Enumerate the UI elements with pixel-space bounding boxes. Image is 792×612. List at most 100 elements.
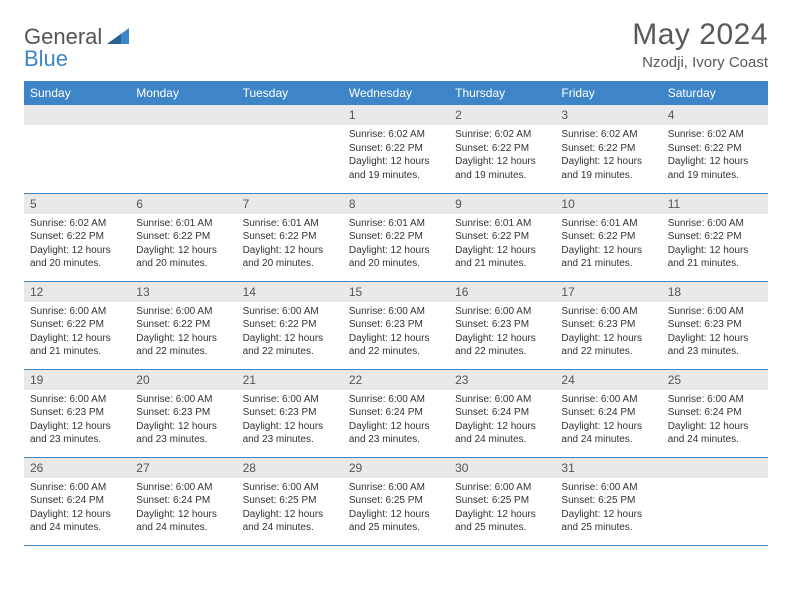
day-number: 13 [130, 282, 236, 302]
day-details: Sunrise: 6:02 AMSunset: 6:22 PMDaylight:… [449, 125, 555, 186]
day-details: Sunrise: 6:01 AMSunset: 6:22 PMDaylight:… [555, 214, 661, 275]
day-number: 6 [130, 194, 236, 214]
day-details: Sunrise: 6:02 AMSunset: 6:22 PMDaylight:… [662, 125, 768, 186]
day-number: 24 [555, 370, 661, 390]
weekday-header-row: SundayMondayTuesdayWednesdayThursdayFrid… [24, 81, 768, 105]
weekday-header: Sunday [24, 81, 130, 105]
day-number: 18 [662, 282, 768, 302]
weekday-header: Saturday [662, 81, 768, 105]
day-number: 31 [555, 458, 661, 478]
calendar-day-cell: 19Sunrise: 6:00 AMSunset: 6:23 PMDayligh… [24, 369, 130, 457]
day-details: Sunrise: 6:00 AMSunset: 6:23 PMDaylight:… [555, 302, 661, 363]
day-details: Sunrise: 6:00 AMSunset: 6:25 PMDaylight:… [237, 478, 343, 539]
calendar-day-cell: 17Sunrise: 6:00 AMSunset: 6:23 PMDayligh… [555, 281, 661, 369]
calendar-body: 1Sunrise: 6:02 AMSunset: 6:22 PMDaylight… [24, 105, 768, 545]
day-details: Sunrise: 6:00 AMSunset: 6:23 PMDaylight:… [662, 302, 768, 363]
day-number: 17 [555, 282, 661, 302]
weekday-header: Monday [130, 81, 236, 105]
day-number: 10 [555, 194, 661, 214]
day-number: 12 [24, 282, 130, 302]
calendar-day-cell: 21Sunrise: 6:00 AMSunset: 6:23 PMDayligh… [237, 369, 343, 457]
calendar-day-cell: 18Sunrise: 6:00 AMSunset: 6:23 PMDayligh… [662, 281, 768, 369]
day-details: Sunrise: 6:01 AMSunset: 6:22 PMDaylight:… [343, 214, 449, 275]
day-number: 9 [449, 194, 555, 214]
day-number: 26 [24, 458, 130, 478]
calendar-day-cell: 1Sunrise: 6:02 AMSunset: 6:22 PMDaylight… [343, 105, 449, 193]
calendar-day-cell: 23Sunrise: 6:00 AMSunset: 6:24 PMDayligh… [449, 369, 555, 457]
calendar-day-cell: 29Sunrise: 6:00 AMSunset: 6:25 PMDayligh… [343, 457, 449, 545]
weekday-header: Tuesday [237, 81, 343, 105]
calendar-week-row: 1Sunrise: 6:02 AMSunset: 6:22 PMDaylight… [24, 105, 768, 193]
calendar-day-cell: 14Sunrise: 6:00 AMSunset: 6:22 PMDayligh… [237, 281, 343, 369]
day-details: Sunrise: 6:00 AMSunset: 6:24 PMDaylight:… [343, 390, 449, 451]
day-details: Sunrise: 6:00 AMSunset: 6:23 PMDaylight:… [237, 390, 343, 451]
day-details: Sunrise: 6:00 AMSunset: 6:25 PMDaylight:… [555, 478, 661, 539]
day-number: 25 [662, 370, 768, 390]
day-details: Sunrise: 6:00 AMSunset: 6:24 PMDaylight:… [24, 478, 130, 539]
calendar-day-cell: 12Sunrise: 6:00 AMSunset: 6:22 PMDayligh… [24, 281, 130, 369]
weekday-header: Wednesday [343, 81, 449, 105]
day-number: 30 [449, 458, 555, 478]
day-details: Sunrise: 6:01 AMSunset: 6:22 PMDaylight:… [449, 214, 555, 275]
calendar-day-cell: 3Sunrise: 6:02 AMSunset: 6:22 PMDaylight… [555, 105, 661, 193]
day-details: Sunrise: 6:00 AMSunset: 6:25 PMDaylight:… [449, 478, 555, 539]
day-details: Sunrise: 6:00 AMSunset: 6:24 PMDaylight:… [662, 390, 768, 451]
calendar-week-row: 26Sunrise: 6:00 AMSunset: 6:24 PMDayligh… [24, 457, 768, 545]
day-number: 5 [24, 194, 130, 214]
day-number: 3 [555, 105, 661, 125]
day-number: 23 [449, 370, 555, 390]
calendar-day-cell: 9Sunrise: 6:01 AMSunset: 6:22 PMDaylight… [449, 193, 555, 281]
calendar-day-cell: 15Sunrise: 6:00 AMSunset: 6:23 PMDayligh… [343, 281, 449, 369]
calendar-page: General May 2024 Nzodji, Ivory Coast Blu… [0, 0, 792, 564]
day-details: Sunrise: 6:02 AMSunset: 6:22 PMDaylight:… [24, 214, 130, 275]
day-details: Sunrise: 6:02 AMSunset: 6:22 PMDaylight:… [555, 125, 661, 186]
day-number: 29 [343, 458, 449, 478]
calendar-day-cell: 10Sunrise: 6:01 AMSunset: 6:22 PMDayligh… [555, 193, 661, 281]
day-number: 22 [343, 370, 449, 390]
calendar-day-cell: 27Sunrise: 6:00 AMSunset: 6:24 PMDayligh… [130, 457, 236, 545]
day-details: Sunrise: 6:00 AMSunset: 6:22 PMDaylight:… [24, 302, 130, 363]
day-details: Sunrise: 6:00 AMSunset: 6:23 PMDaylight:… [24, 390, 130, 451]
calendar-empty-cell [237, 105, 343, 193]
day-details: Sunrise: 6:00 AMSunset: 6:22 PMDaylight:… [662, 214, 768, 275]
calendar-day-cell: 6Sunrise: 6:01 AMSunset: 6:22 PMDaylight… [130, 193, 236, 281]
day-details: Sunrise: 6:02 AMSunset: 6:22 PMDaylight:… [343, 125, 449, 186]
calendar-week-row: 19Sunrise: 6:00 AMSunset: 6:23 PMDayligh… [24, 369, 768, 457]
page-subtitle: Nzodji, Ivory Coast [632, 54, 768, 71]
calendar-day-cell: 13Sunrise: 6:00 AMSunset: 6:22 PMDayligh… [130, 281, 236, 369]
day-number: 14 [237, 282, 343, 302]
calendar-empty-cell [662, 457, 768, 545]
day-number: 4 [662, 105, 768, 125]
day-number: 1 [343, 105, 449, 125]
calendar-week-row: 12Sunrise: 6:00 AMSunset: 6:22 PMDayligh… [24, 281, 768, 369]
day-details: Sunrise: 6:00 AMSunset: 6:24 PMDaylight:… [130, 478, 236, 539]
calendar-day-cell: 24Sunrise: 6:00 AMSunset: 6:24 PMDayligh… [555, 369, 661, 457]
day-details: Sunrise: 6:00 AMSunset: 6:22 PMDaylight:… [130, 302, 236, 363]
calendar-day-cell: 16Sunrise: 6:00 AMSunset: 6:23 PMDayligh… [449, 281, 555, 369]
calendar-day-cell: 4Sunrise: 6:02 AMSunset: 6:22 PMDaylight… [662, 105, 768, 193]
day-number: 8 [343, 194, 449, 214]
day-details: Sunrise: 6:00 AMSunset: 6:23 PMDaylight:… [343, 302, 449, 363]
day-details: Sunrise: 6:00 AMSunset: 6:22 PMDaylight:… [237, 302, 343, 363]
title-block: May 2024 Nzodji, Ivory Coast [632, 18, 768, 71]
calendar-day-cell: 25Sunrise: 6:00 AMSunset: 6:24 PMDayligh… [662, 369, 768, 457]
day-number: 19 [24, 370, 130, 390]
day-number: 27 [130, 458, 236, 478]
day-details: Sunrise: 6:00 AMSunset: 6:25 PMDaylight:… [343, 478, 449, 539]
calendar-day-cell: 31Sunrise: 6:00 AMSunset: 6:25 PMDayligh… [555, 457, 661, 545]
day-number: 7 [237, 194, 343, 214]
day-details: Sunrise: 6:00 AMSunset: 6:24 PMDaylight:… [449, 390, 555, 451]
day-number: 15 [343, 282, 449, 302]
day-number: 20 [130, 370, 236, 390]
logo-word-2: Blue [24, 46, 68, 72]
calendar-day-cell: 20Sunrise: 6:00 AMSunset: 6:23 PMDayligh… [130, 369, 236, 457]
calendar-empty-cell [24, 105, 130, 193]
calendar-day-cell: 30Sunrise: 6:00 AMSunset: 6:25 PMDayligh… [449, 457, 555, 545]
calendar-day-cell: 2Sunrise: 6:02 AMSunset: 6:22 PMDaylight… [449, 105, 555, 193]
calendar-week-row: 5Sunrise: 6:02 AMSunset: 6:22 PMDaylight… [24, 193, 768, 281]
page-title: May 2024 [632, 18, 768, 52]
day-number: 16 [449, 282, 555, 302]
calendar-table: SundayMondayTuesdayWednesdayThursdayFrid… [24, 81, 768, 546]
day-details: Sunrise: 6:01 AMSunset: 6:22 PMDaylight:… [130, 214, 236, 275]
day-details: Sunrise: 6:00 AMSunset: 6:23 PMDaylight:… [130, 390, 236, 451]
